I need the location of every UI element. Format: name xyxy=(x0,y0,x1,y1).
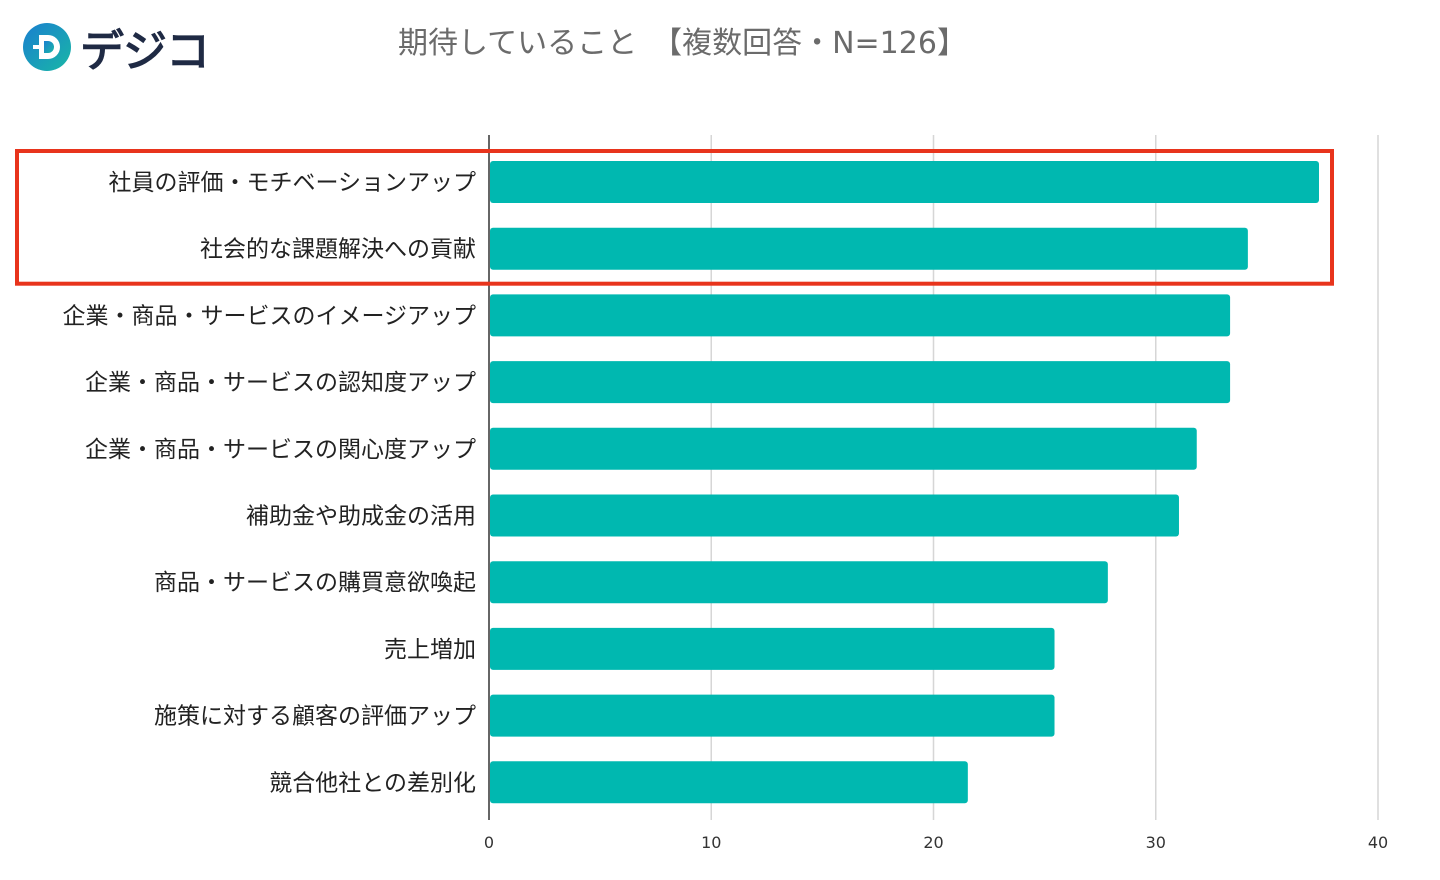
x-tick-label: 30 xyxy=(1146,833,1166,852)
x-tick-label: 40 xyxy=(1368,833,1388,852)
bar xyxy=(490,227,1248,270)
category-label: 社会的な課題解決への貢献 xyxy=(200,237,476,263)
category-label: 商品・サービスの購買意欲喚起 xyxy=(154,570,476,596)
bar xyxy=(490,761,968,804)
bar xyxy=(490,694,1055,737)
logo: デジコ xyxy=(22,20,210,77)
chart-title: 期待していること 【複数回答・N=126】 xyxy=(398,26,967,61)
category-label: 競合他社との差別化 xyxy=(269,770,476,796)
bar xyxy=(490,361,1231,404)
category-label: 補助金や助成金の活用 xyxy=(246,504,476,530)
bar xyxy=(490,294,1231,337)
bar xyxy=(490,427,1197,470)
bar xyxy=(490,494,1179,537)
x-tick-label: 10 xyxy=(701,833,721,852)
x-tick-label: 0 xyxy=(484,833,494,852)
category-label: 社員の評価・モチベーションアップ xyxy=(108,170,476,196)
category-label: 施策に対する顧客の評価アップ xyxy=(154,704,476,730)
logo-d-icon xyxy=(23,23,71,71)
bar xyxy=(490,627,1055,670)
category-label: 企業・商品・サービスの認知度アップ xyxy=(85,370,476,396)
x-tick-label: 20 xyxy=(923,833,943,852)
category-label: 売上増加 xyxy=(384,637,476,663)
category-label: 企業・商品・サービスの関心度アップ xyxy=(85,437,476,463)
logo-text: デジコ xyxy=(80,26,210,77)
bar xyxy=(490,561,1108,604)
bar xyxy=(490,161,1319,203)
highlight-box xyxy=(15,149,1334,286)
category-label: 企業・商品・サービスのイメージアップ xyxy=(62,303,476,329)
